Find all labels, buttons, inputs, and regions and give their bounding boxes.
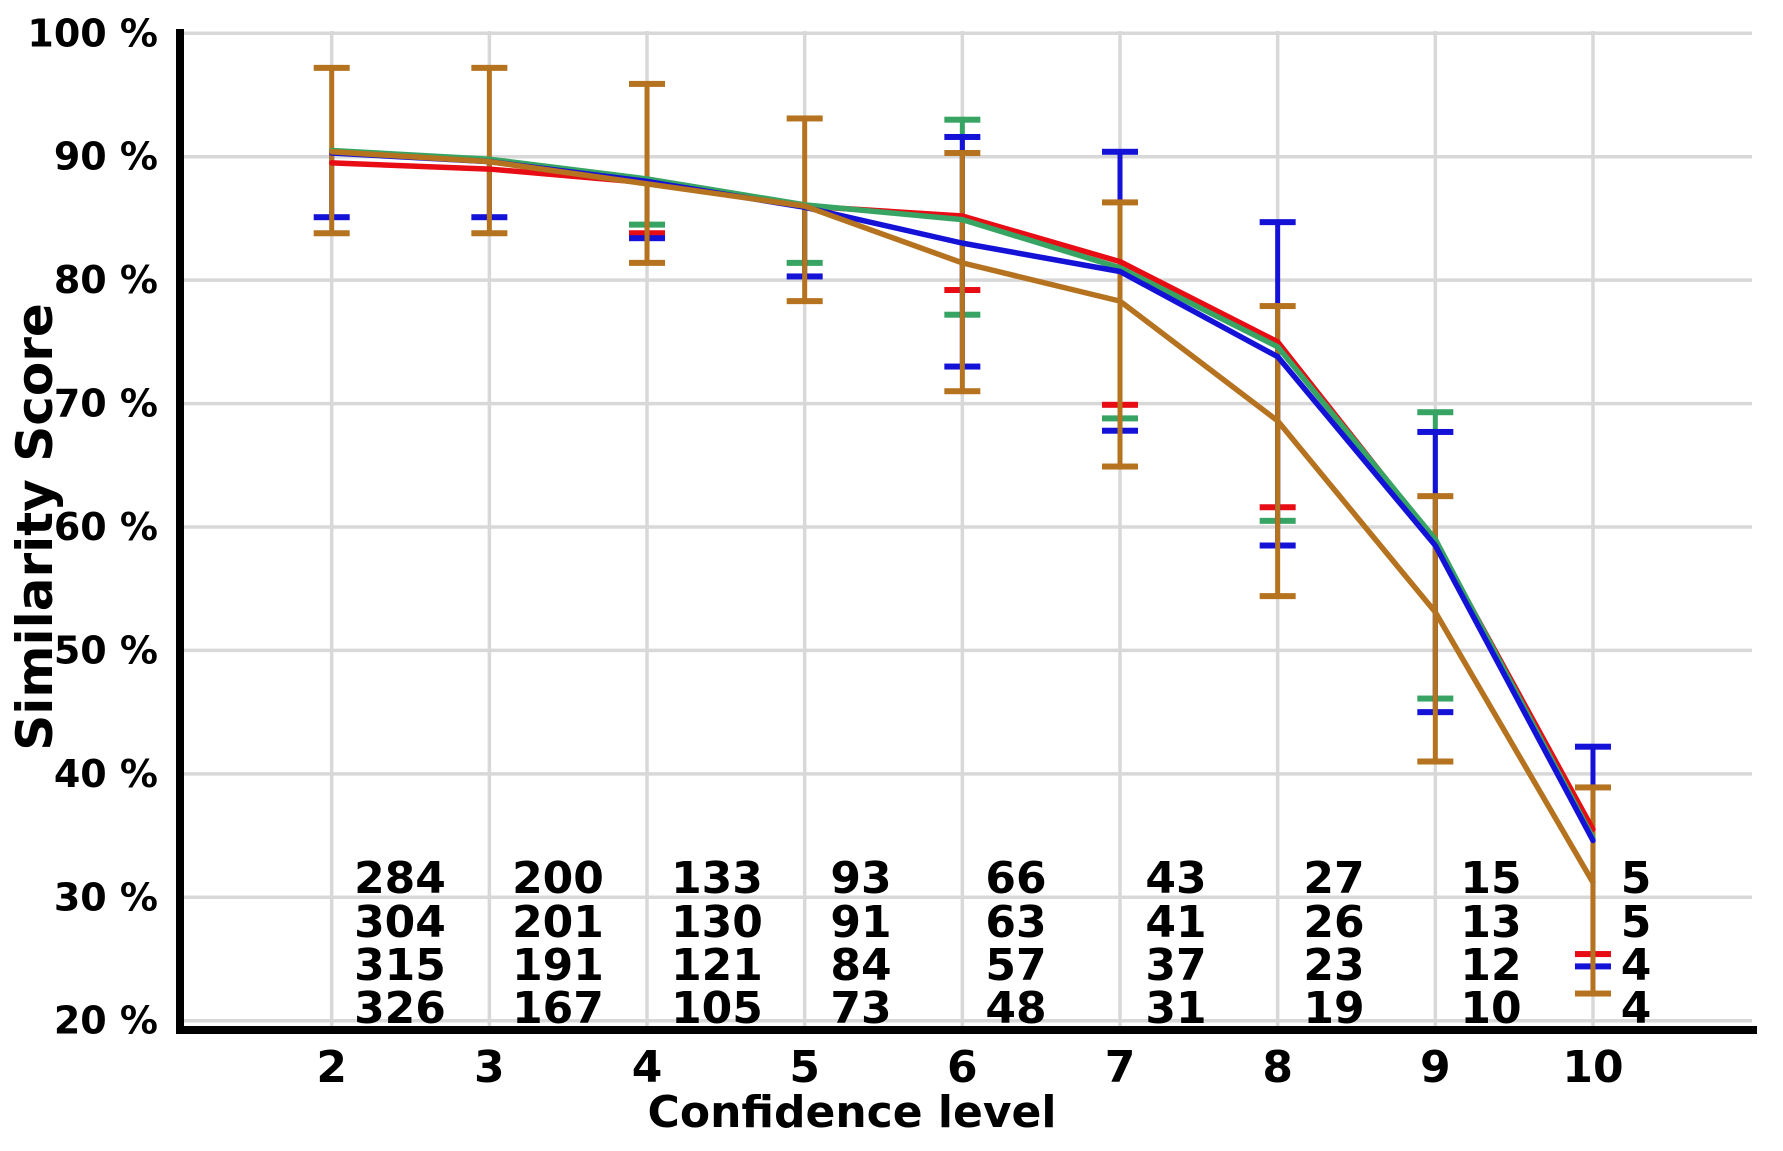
error-cap-high-brown — [944, 150, 981, 157]
y-tick-label: 40 % — [54, 752, 158, 796]
error-cap-high-brown — [471, 64, 508, 71]
error-cap-low-brown — [471, 230, 508, 237]
x-tick-label: 4 — [632, 1042, 663, 1093]
count-label-red: 27 — [1303, 853, 1364, 904]
error-cap-high-blue — [1574, 743, 1611, 750]
error-cap-high-brown — [1574, 784, 1611, 791]
count-label-brown: 73 — [830, 983, 891, 1034]
count-label-blue: 57 — [985, 940, 1046, 991]
count-label-brown: 31 — [1145, 983, 1206, 1034]
error-cap-low-brown — [629, 259, 666, 266]
x-axis-line — [176, 1026, 1757, 1034]
error-cap-high-brown — [1417, 493, 1454, 500]
error-cap-high-brown — [1102, 199, 1138, 206]
count-label-red: 66 — [985, 853, 1046, 904]
axes-layer — [176, 29, 1757, 1034]
x-tick-label: 8 — [1262, 1042, 1293, 1093]
error-cap-low-brown — [944, 388, 981, 395]
error-cap-high-blue — [944, 133, 981, 140]
series-line-brown — [328, 149, 1596, 886]
y-tick-label: 90 % — [54, 135, 158, 179]
error-cap-high-green — [1417, 409, 1454, 416]
count-label-blue: 4 — [1621, 940, 1652, 991]
y-tick-label: 50 % — [54, 628, 158, 672]
error-cap-high-brown — [629, 80, 666, 87]
error-cap-low-brown — [1102, 463, 1138, 470]
count-label-brown: 167 — [512, 983, 604, 1034]
x-tick-label: 9 — [1420, 1042, 1451, 1093]
count-labels-layer: 284 200 133 93 66 43 27 15 5 304 201 130 91 63 41 26 13 5… — [354, 853, 1651, 1034]
y-tick-label: 60 % — [54, 505, 158, 549]
count-label-green: 304 — [354, 897, 446, 948]
x-axis-title: Confidence level — [648, 1087, 1057, 1138]
count-label-brown: 326 — [354, 983, 446, 1034]
error-cap-high-brown — [1259, 303, 1296, 310]
count-label-red: 93 — [830, 853, 891, 904]
x-tick-label: 10 — [1562, 1042, 1623, 1093]
x-tick-label: 2 — [316, 1042, 347, 1093]
error-cap-high-blue — [1102, 148, 1138, 155]
error-cap-high-blue — [1417, 428, 1454, 435]
x-tick-label: 7 — [1105, 1042, 1136, 1093]
count-label-blue: 12 — [1460, 940, 1521, 991]
y-axis-line — [176, 29, 184, 1034]
count-label-red: 5 — [1621, 853, 1652, 904]
tick-labels-layer: 100 %90 %80 %70 %60 %50 %40 %30 %20 %2 3 4… — [27, 11, 1623, 1093]
y-tick-label: 100 % — [27, 11, 158, 55]
count-label-green: 26 — [1303, 897, 1364, 948]
count-label-red: 43 — [1145, 853, 1206, 904]
count-label-red: 133 — [671, 853, 763, 904]
count-label-green: 5 — [1621, 897, 1652, 948]
count-label-red: 200 — [512, 853, 604, 904]
error-cap-low-brown — [313, 230, 350, 237]
count-label-brown: 19 — [1303, 983, 1364, 1034]
error-cap-low-brown — [1574, 990, 1611, 997]
error-cap-low-brown — [786, 298, 823, 305]
count-label-blue: 37 — [1145, 940, 1206, 991]
count-label-blue: 84 — [830, 940, 891, 991]
count-label-brown: 4 — [1621, 983, 1652, 1034]
count-label-green: 201 — [512, 897, 604, 948]
error-bars-layer — [313, 64, 1611, 997]
count-label-blue: 191 — [512, 940, 604, 991]
x-tick-label: 3 — [474, 1042, 505, 1093]
count-label-blue: 23 — [1303, 940, 1364, 991]
count-label-red: 15 — [1460, 853, 1521, 904]
y-tick-label: 30 % — [54, 875, 158, 919]
error-cap-high-brown — [313, 64, 350, 71]
count-label-green: 41 — [1145, 897, 1206, 948]
error-cap-high-brown — [786, 115, 823, 122]
x-tick-label: 6 — [947, 1042, 978, 1093]
y-tick-label: 80 % — [54, 258, 158, 302]
count-label-green: 91 — [830, 897, 891, 948]
count-label-blue: 315 — [354, 940, 446, 991]
y-tick-label: 70 % — [54, 382, 158, 426]
series-lines-layer — [328, 147, 1596, 886]
error-cap-high-green — [944, 116, 981, 123]
count-label-green: 63 — [985, 897, 1046, 948]
count-label-brown: 105 — [671, 983, 763, 1034]
count-label-red: 284 — [354, 853, 446, 904]
count-label-brown: 48 — [985, 983, 1046, 1034]
error-cap-high-blue — [1259, 219, 1296, 226]
error-cap-low-brown — [1259, 593, 1296, 600]
count-label-blue: 121 — [671, 940, 763, 991]
x-tick-label: 5 — [789, 1042, 820, 1093]
y-tick-label: 20 % — [54, 999, 158, 1043]
y-axis-title: Similarity Score — [6, 303, 64, 751]
count-label-green: 13 — [1460, 897, 1521, 948]
error-cap-low-brown — [1417, 758, 1454, 765]
count-label-brown: 10 — [1460, 983, 1521, 1034]
count-label-green: 130 — [671, 897, 763, 948]
